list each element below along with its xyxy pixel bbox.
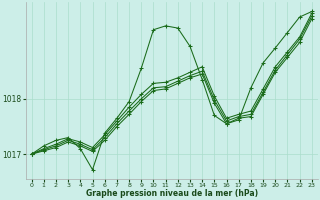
X-axis label: Graphe pression niveau de la mer (hPa): Graphe pression niveau de la mer (hPa): [86, 189, 258, 198]
